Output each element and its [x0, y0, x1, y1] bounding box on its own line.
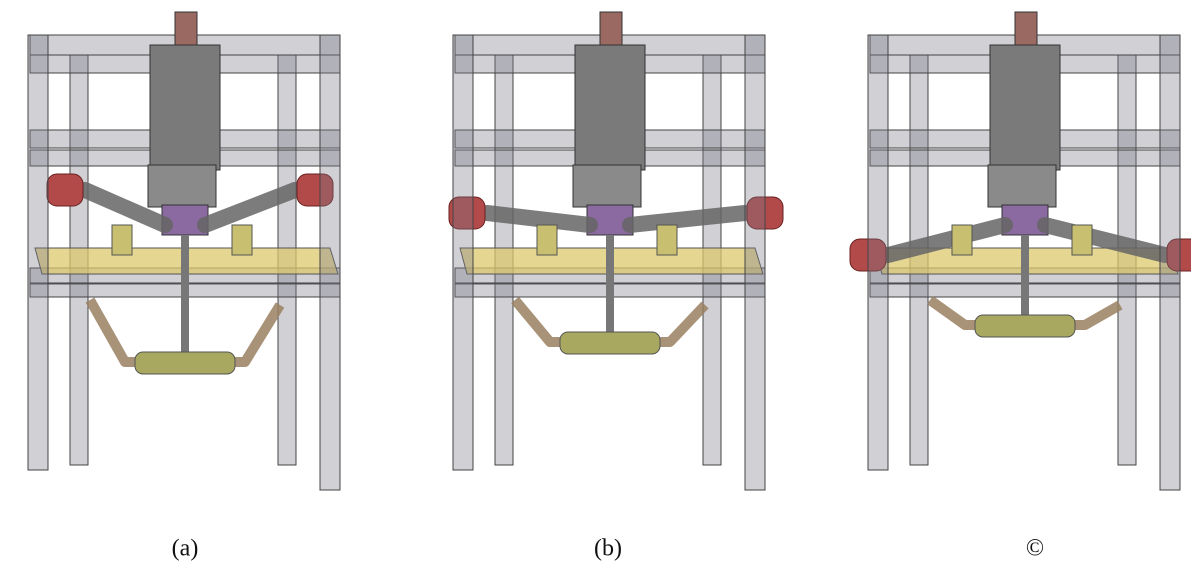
- arm: [197, 182, 303, 233]
- arm: [479, 205, 598, 233]
- arm-bracket: [951, 224, 973, 256]
- mechanism: [849, 11, 1191, 491]
- motor-lower: [147, 164, 217, 208]
- frame-leg: [319, 34, 341, 491]
- arm: [77, 182, 173, 233]
- mechanism: [27, 11, 341, 491]
- roller: [448, 196, 486, 230]
- frame-leg: [744, 34, 766, 491]
- frame-leg: [1159, 34, 1181, 491]
- frame-leg: [452, 34, 474, 471]
- roller: [1166, 238, 1191, 272]
- base: [974, 314, 1076, 338]
- arm-bracket: [111, 224, 133, 256]
- motor-lower: [987, 164, 1057, 208]
- caption: (a): [172, 536, 199, 562]
- arm-bracket: [536, 224, 558, 256]
- motor-bracket: [174, 11, 198, 47]
- mechanism-drawings: [27, 11, 1191, 491]
- arm-bracket: [656, 224, 678, 256]
- motor: [574, 44, 646, 171]
- frame-leg: [27, 34, 49, 471]
- arm-bracket: [1071, 224, 1093, 256]
- motor: [149, 44, 221, 171]
- motor-lower: [572, 164, 642, 208]
- arm: [622, 205, 753, 233]
- caption: (b): [594, 536, 622, 562]
- motor: [989, 44, 1061, 171]
- roller: [46, 173, 84, 207]
- base: [559, 331, 661, 355]
- roller: [296, 173, 334, 207]
- frame-leg: [867, 34, 889, 471]
- arm: [1037, 217, 1173, 263]
- caption: ©: [1026, 536, 1044, 562]
- arm: [880, 217, 1013, 263]
- arm-bracket: [231, 224, 253, 256]
- motor-bracket: [1014, 11, 1038, 47]
- base: [134, 351, 236, 375]
- mechanism: [448, 11, 784, 491]
- motor-bracket: [599, 11, 623, 47]
